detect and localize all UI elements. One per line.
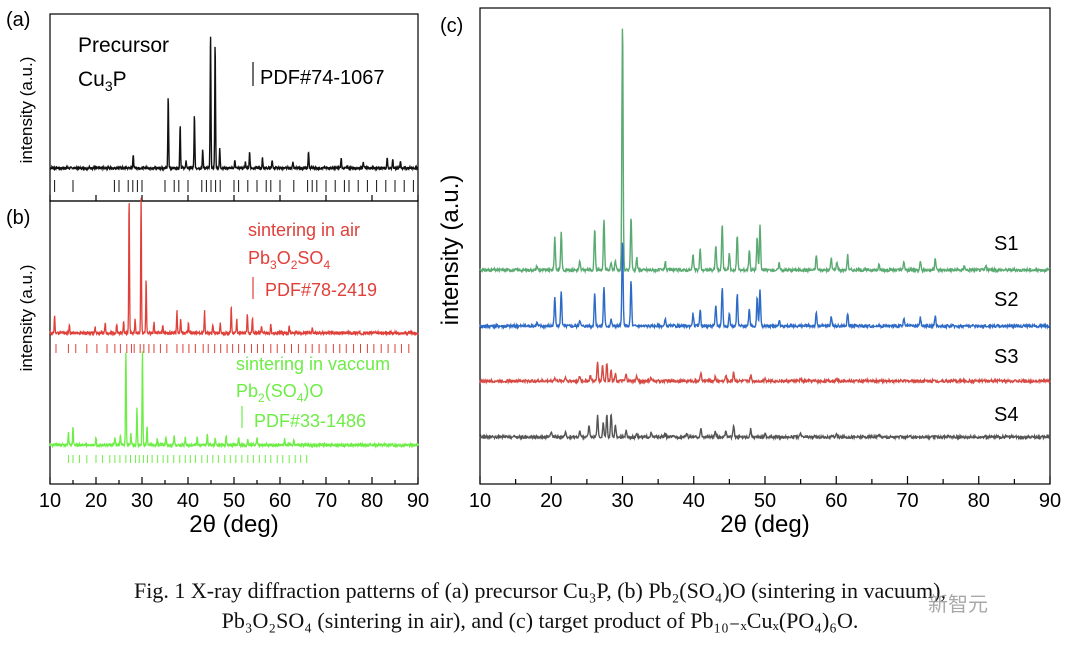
- panel-b-pattern-air: [49, 197, 419, 337]
- panel-c-label: (c): [440, 15, 463, 37]
- panel-b-air-label: sintering in air: [248, 220, 360, 240]
- panel-a-ylabel: intensity (a.u.): [17, 57, 36, 164]
- caption-line-1: Fig. 1 X-ray diffraction patterns of (a)…: [134, 578, 946, 603]
- panel-c-xlabel: 2θ (deg): [720, 511, 809, 538]
- xtick-label-40: 40: [683, 490, 705, 512]
- series-label-s4: S4: [994, 404, 1018, 426]
- panel-b-vacuum-label: sintering in vaccum: [236, 354, 390, 374]
- panel-a-label: (a): [6, 9, 30, 31]
- figure-caption: Fig. 1 X-ray diffraction patterns of (a)…: [0, 576, 1080, 636]
- panel-b-air-phase: Pb3O2SO4: [248, 248, 330, 272]
- series-label-s1: S1: [994, 233, 1018, 255]
- panel-a: (a) Precursor Cu3P PDF#74-1067 intensity…: [6, 9, 419, 202]
- xtick-label-10: 10: [469, 490, 491, 512]
- panel-c-pattern-s2: [479, 242, 1051, 331]
- xtick-label-20: 20: [540, 490, 562, 512]
- watermark-logo: 新智元: [928, 592, 988, 616]
- xtick-label-80: 80: [361, 490, 383, 512]
- xtick-label-80: 80: [968, 490, 990, 512]
- panel-c-pattern-s4: [479, 413, 1051, 442]
- panel-b-xtick-labels: 10 20 30 40 50 60 70 80 90: [39, 490, 429, 512]
- panel-b-pattern-vacuum: [49, 351, 419, 449]
- xtick-label-70: 70: [315, 490, 337, 512]
- panel-a-series-name: Precursor: [78, 34, 169, 57]
- xtick-label-60: 60: [269, 490, 291, 512]
- panel-b-vacuum-reference-label: PDF#33-1486: [254, 411, 366, 431]
- panel-a-reference-lines: [54, 180, 414, 192]
- panel-c: 10 20 30 40 50 60 70 80 90 (c) S1 S2 S3 S4 inten…: [437, 7, 1061, 538]
- xtick-label-30: 30: [611, 490, 633, 512]
- panel-c-pattern-s1: [479, 28, 1051, 275]
- xtick-label-50: 50: [754, 490, 776, 512]
- xtick-label-20: 20: [85, 490, 107, 512]
- panel-c-pattern-s3: [479, 361, 1051, 386]
- xtick-label-10: 10: [39, 490, 61, 512]
- panel-b-frame: [49, 200, 419, 485]
- panel-b-ylabel: intensity (a.u.): [17, 265, 36, 372]
- panel-c-ylabel: intensity (a.u.): [437, 175, 464, 326]
- xtick-label-50: 50: [223, 490, 245, 512]
- panel-b-vacuum-phase: Pb2(SO4)O: [236, 381, 323, 405]
- series-label-s3: S3: [994, 346, 1018, 368]
- xrd-figure: (a) Precursor Cu3P PDF#74-1067 intensity…: [6, 7, 1061, 538]
- series-label-s2: S2: [994, 289, 1018, 311]
- panel-a-reference-label: PDF#74-1067: [260, 67, 385, 89]
- panel-b-xlabel: 2θ (deg): [189, 511, 278, 538]
- panel-a-pattern-cu3p: [49, 36, 419, 172]
- panel-b: 10 20 30 40 50 60 70 80 90 (b) sintering in air …: [6, 197, 429, 538]
- xtick-label-60: 60: [825, 490, 847, 512]
- panel-a-xticks: [49, 195, 419, 201]
- xtick-label-90: 90: [407, 490, 429, 512]
- xtick-label-90: 90: [1039, 490, 1061, 512]
- panel-b-label: (b): [6, 207, 30, 229]
- xtick-label-30: 30: [131, 490, 153, 512]
- panel-b-reference-lines-vacuum: [67, 455, 308, 463]
- panel-c-frame: [479, 7, 1051, 485]
- panel-b-air-reference-label: PDF#78-2419: [265, 280, 377, 300]
- panel-a-series-formula: Cu3P: [78, 68, 127, 94]
- panel-b-reference-lines-air: [55, 344, 410, 353]
- xtick-label-40: 40: [177, 490, 199, 512]
- panel-c-xtick-labels: 10 20 30 40 50 60 70 80 90: [469, 490, 1061, 512]
- xtick-label-70: 70: [896, 490, 918, 512]
- panel-b-xticks: [49, 477, 419, 484]
- caption-line-2: Pb₃O₂SO₄ (sintering in air), and (c) tar…: [221, 608, 859, 633]
- panel-c-xticks: [479, 476, 1051, 484]
